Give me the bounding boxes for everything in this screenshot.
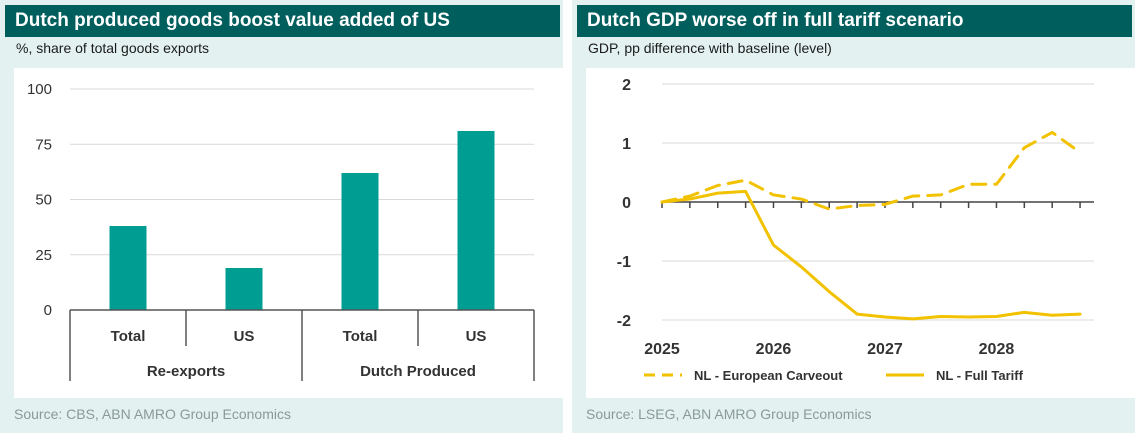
y-tick-label: 2 [622, 77, 631, 94]
plot-area: 2 1 0 -1 -2 2025 2026 2027 2028 NL - European Car… [586, 68, 1135, 398]
x-tick-label: 2026 [756, 341, 792, 358]
bar [225, 268, 263, 310]
x-tick-label: 2025 [644, 341, 680, 358]
bar-chart-svg: 0 25 50 75 100 Total US Total US Re-exports Dutch … [27, 81, 535, 381]
y-tick-label: 0 [622, 195, 631, 212]
right-chart-panel: Dutch GDP worse off in full tariff scena… [572, 0, 1135, 433]
y-tick-label: 50 [35, 192, 52, 209]
legend-label: NL - Full Tariff [936, 368, 1024, 383]
y-tick-label: 100 [27, 81, 52, 98]
chart-subtitle: GDP, pp difference with baseline (level) [588, 40, 832, 56]
bar [109, 226, 147, 310]
x-tick-label: 2027 [867, 341, 903, 358]
chart-title: Dutch produced goods boost value added o… [5, 5, 560, 37]
y-tick-label: 25 [35, 247, 52, 264]
source-note: Source: LSEG, ABN AMRO Group Economics [586, 406, 872, 422]
source-note: Source: CBS, ABN AMRO Group Economics [14, 406, 291, 422]
plot-area: 0 25 50 75 100 Total US Total US Re-exports Dutch … [14, 68, 563, 398]
x-group-label: Dutch Produced [360, 363, 476, 380]
y-tick-label: 1 [622, 136, 631, 153]
x-group-label: Re-exports [147, 363, 225, 380]
y-tick-label: -1 [617, 254, 631, 271]
line-chart-svg: 2 1 0 -1 -2 2025 2026 2027 2028 NL - European Car… [617, 77, 1094, 383]
series-line [660, 189, 1082, 321]
x-tick-label: US [234, 328, 255, 345]
y-tick-label: -2 [617, 313, 631, 330]
left-chart-panel: Dutch produced goods boost value added o… [0, 0, 563, 433]
chart-subtitle: %, share of total goods exports [16, 40, 209, 56]
x-tick-label: Total [111, 328, 146, 345]
bar [457, 130, 495, 310]
x-tick-label: US [466, 328, 487, 345]
x-tick-label: 2028 [979, 341, 1015, 358]
chart-title: Dutch GDP worse off in full tariff scena… [577, 5, 1132, 37]
series-line [660, 130, 1082, 211]
y-tick-label: 0 [44, 302, 52, 319]
x-tick-label: Total [343, 328, 378, 345]
legend-label: NL - European Carveout [694, 368, 843, 383]
y-tick-label: 75 [35, 136, 52, 153]
bar [341, 172, 379, 310]
